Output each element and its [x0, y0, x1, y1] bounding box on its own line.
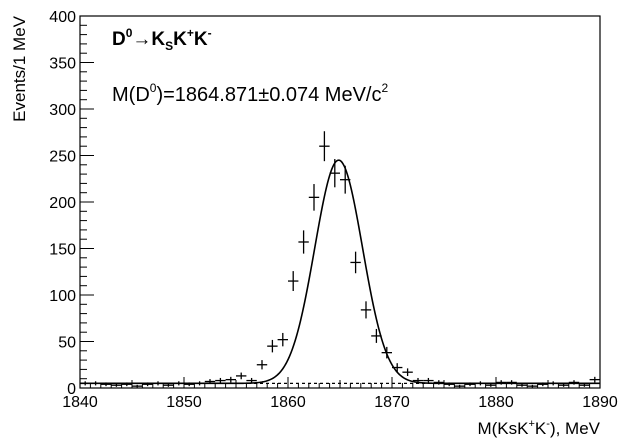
x-tick-label: 1880 — [478, 394, 514, 411]
y-tick-label: 200 — [49, 195, 76, 212]
data-point — [236, 372, 247, 380]
y-tick-label: 250 — [49, 149, 76, 166]
data-point — [537, 382, 548, 387]
data-point — [381, 346, 392, 359]
data-point — [568, 380, 580, 385]
fit-result-label: M(D0)=1864.871±0.074 MeV/c2 — [112, 81, 388, 106]
data-point — [423, 377, 434, 384]
data-point — [173, 381, 184, 386]
data-point — [516, 383, 528, 387]
data-point — [277, 332, 288, 347]
data-point — [163, 383, 174, 387]
data-point — [350, 251, 361, 274]
y-tick-label: 50 — [58, 335, 76, 352]
data-point — [184, 382, 195, 387]
data-point — [548, 381, 559, 386]
data-point — [579, 383, 590, 387]
plot-frame — [79, 15, 601, 389]
data-point — [371, 328, 382, 343]
x-axis-label: M(KsK+K-), MeV — [477, 418, 600, 438]
data-point — [100, 382, 112, 387]
data-point — [256, 360, 268, 370]
x-tick-label: 1890 — [582, 394, 618, 411]
data-point — [90, 381, 101, 386]
data-point — [246, 377, 257, 384]
data-point — [142, 382, 153, 387]
data-point — [80, 381, 91, 386]
data-point — [527, 384, 538, 388]
data-point — [506, 380, 517, 385]
axis-ticks — [79, 15, 601, 389]
y-axis-label: Events/1 MeV — [10, 15, 29, 121]
y-tick-label: 400 — [49, 9, 76, 26]
data-point — [329, 159, 340, 188]
data-point — [308, 184, 320, 211]
data-point — [194, 381, 205, 386]
x-tick-label: 1860 — [270, 394, 306, 411]
y-tick-label: 300 — [49, 102, 76, 119]
data-point — [340, 165, 351, 194]
data-point — [444, 382, 455, 387]
data-point — [485, 383, 496, 387]
data-point — [360, 301, 372, 319]
data-point — [225, 376, 236, 383]
data-point — [496, 380, 507, 385]
data-point — [288, 271, 299, 292]
data-point — [589, 376, 600, 383]
y-tick-label: 0 — [67, 381, 76, 398]
data-point — [215, 377, 226, 384]
x-tick-label: 1840 — [62, 394, 98, 411]
tick-labels: 1840 1850 1860 1870 1880 1890 0 50 100 150 200 250 3… — [49, 9, 618, 411]
data-point — [433, 380, 444, 385]
data-point — [454, 384, 465, 388]
y-tick-label: 100 — [49, 288, 76, 305]
data-point — [267, 339, 278, 353]
chart-title: D0→KSK+K- — [112, 26, 212, 53]
x-tick-label: 1850 — [166, 394, 202, 411]
data-point — [319, 131, 330, 162]
data-point — [475, 381, 486, 386]
data-point — [204, 379, 216, 384]
fit-curve — [80, 159, 600, 385]
y-tick-label: 150 — [49, 242, 76, 259]
data-point — [298, 230, 309, 254]
data-point — [412, 377, 424, 384]
data-point — [464, 382, 476, 387]
data-point — [132, 384, 143, 388]
data-point — [392, 363, 403, 372]
x-tick-label: 1870 — [374, 394, 410, 411]
data-points — [80, 131, 600, 388]
data-point — [558, 383, 569, 387]
data-point — [402, 368, 413, 377]
y-tick-label: 350 — [49, 56, 76, 73]
data-point — [152, 381, 164, 386]
data-point — [121, 382, 132, 387]
data-point — [111, 383, 122, 387]
